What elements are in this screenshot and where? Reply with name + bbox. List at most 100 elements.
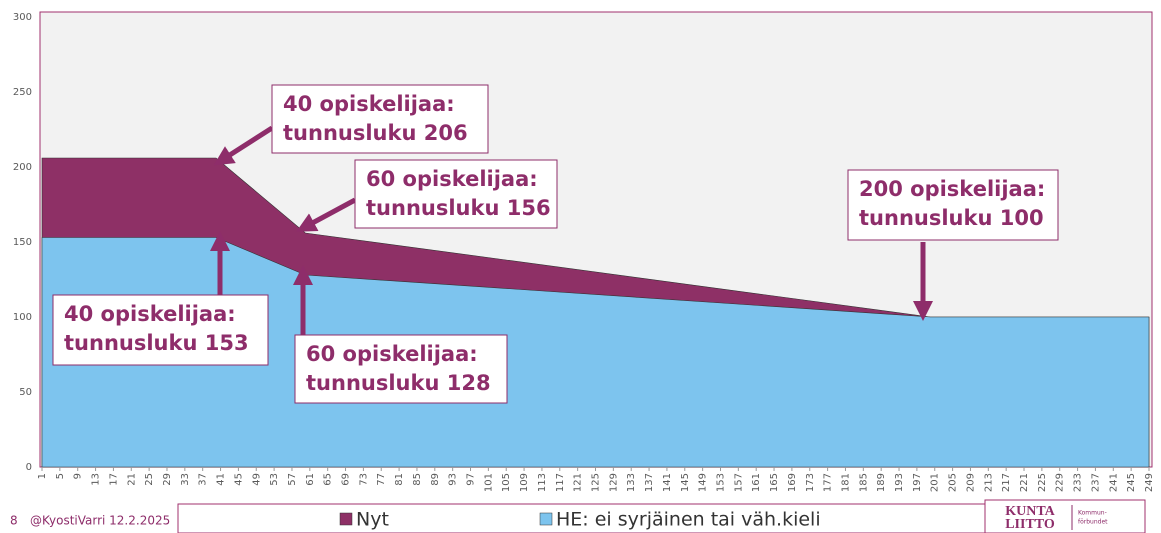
- arrow: [296, 197, 357, 232]
- x-tick-label: 197: [912, 473, 923, 492]
- y-tick-label: 200: [13, 162, 32, 173]
- x-tick-label: 133: [626, 473, 637, 492]
- x-tick-label: 1: [37, 473, 48, 479]
- legend-box: [177, 503, 991, 533]
- annotation-box: [294, 334, 508, 404]
- x-tick-label: 89: [430, 473, 441, 486]
- x-tick-label: 13: [91, 473, 102, 486]
- x-tick-label: 233: [1073, 473, 1084, 492]
- x-tick-label: 121: [573, 473, 584, 492]
- x-tick-label: 37: [198, 473, 209, 486]
- annotation: tunnusluku 156: [366, 196, 551, 220]
- x-tick-label: 105: [501, 473, 512, 492]
- legend-swatch: [539, 512, 553, 526]
- annotation: tunnusluku 128: [306, 371, 491, 395]
- annotation: 60 opiskelijaa:: [366, 167, 538, 191]
- x-tick-label: 173: [805, 473, 816, 492]
- x-tick-label: 29: [162, 473, 173, 486]
- arrow: [213, 125, 274, 166]
- x-tick-label: 225: [1037, 473, 1048, 492]
- x-tick-label: 157: [733, 473, 744, 492]
- x-tick-label: 53: [269, 473, 280, 486]
- x-tick-label: 49: [251, 473, 262, 486]
- x-tick-label: 193: [894, 473, 905, 492]
- x-tick-label: 249: [1144, 473, 1155, 492]
- annotation-box: [271, 84, 489, 154]
- x-tick-label: 65: [323, 473, 334, 486]
- x-tick-label: 73: [358, 473, 369, 486]
- annotation: tunnusluku 100: [859, 206, 1044, 230]
- x-tick-label: 45: [233, 473, 244, 486]
- x-tick-label: 137: [644, 473, 655, 492]
- x-tick-label: 229: [1055, 473, 1066, 492]
- annotation: 40 opiskelijaa:: [64, 302, 236, 326]
- x-tick-label: 241: [1108, 473, 1119, 492]
- x-tick-label: 129: [608, 473, 619, 492]
- x-tick-label: 25: [144, 473, 155, 486]
- y-tick-label: 100: [13, 312, 32, 323]
- author: @KyostiVarri 12.2.2025: [30, 514, 170, 528]
- x-tick-label: 185: [858, 473, 869, 492]
- x-tick-label: 5: [55, 473, 66, 479]
- x-tick-label: 109: [519, 473, 530, 492]
- x-tick-label: 165: [769, 473, 780, 492]
- x-tick-label: 117: [555, 473, 566, 492]
- x-tick-label: 181: [840, 473, 851, 492]
- annotation: tunnusluku 153: [64, 331, 249, 355]
- x-tick-label: 209: [965, 473, 976, 492]
- x-tick-label: 77: [376, 473, 387, 486]
- x-tick-label: 41: [216, 473, 227, 486]
- annotation-box: [847, 169, 1059, 241]
- legend-swatch: [339, 512, 353, 526]
- x-tick-label: 189: [876, 473, 887, 492]
- legend-label: HE: ei syrjäinen tai väh.kieli: [556, 509, 821, 531]
- y-tick-label: 50: [19, 387, 32, 398]
- x-tick-label: 93: [448, 473, 459, 486]
- logo-sub: förbundet: [1078, 519, 1108, 526]
- x-tick-label: 205: [948, 473, 959, 492]
- x-tick-label: 217: [1001, 473, 1012, 492]
- legend-label: Nyt: [356, 509, 389, 531]
- x-tick-label: 57: [287, 473, 298, 486]
- annotation: 40 opiskelijaa:: [283, 92, 455, 116]
- x-tick-label: 149: [698, 473, 709, 492]
- logo-sub: Kommun-: [1078, 510, 1107, 517]
- annotation: 200 opiskelijaa:: [859, 177, 1045, 201]
- annotation: 60 opiskelijaa:: [306, 342, 478, 366]
- x-tick-label: 201: [930, 473, 941, 492]
- annotation: tunnusluku 206: [283, 121, 468, 145]
- logo: KUNTA: [1005, 504, 1055, 519]
- page-number: 8: [10, 514, 18, 528]
- y-tick-label: 0: [26, 462, 32, 473]
- x-tick-label: 245: [1126, 473, 1137, 492]
- y-tick-label: 150: [13, 237, 32, 248]
- x-tick-label: 61: [305, 473, 316, 486]
- logo-box: [984, 499, 1146, 533]
- x-tick-label: 213: [983, 473, 994, 492]
- x-tick-label: 69: [341, 473, 352, 486]
- x-tick-label: 169: [787, 473, 798, 492]
- x-tick-label: 125: [591, 473, 602, 492]
- x-tick-label: 145: [680, 473, 691, 492]
- x-tick-label: 177: [823, 473, 834, 492]
- x-tick-label: 21: [126, 473, 137, 486]
- x-tick-label: 221: [1019, 473, 1030, 492]
- annotation-box: [52, 294, 269, 366]
- x-tick-label: 85: [412, 473, 423, 486]
- area: [41, 237, 1150, 468]
- x-tick-label: 161: [751, 473, 762, 492]
- x-tick-label: 17: [108, 473, 119, 486]
- x-tick-label: 9: [73, 473, 84, 479]
- annotation-box: [354, 159, 558, 229]
- x-tick-label: 113: [537, 473, 548, 492]
- x-tick-label: 33: [180, 473, 191, 486]
- y-tick-label: 250: [13, 87, 32, 98]
- x-tick-label: 153: [715, 473, 726, 492]
- logo: LIITTO: [1005, 517, 1055, 532]
- x-tick-label: 141: [662, 473, 673, 492]
- x-tick-label: 81: [394, 473, 405, 486]
- y-tick-label: 300: [13, 12, 32, 23]
- x-tick-label: 237: [1090, 473, 1101, 492]
- x-tick-label: 101: [483, 473, 494, 492]
